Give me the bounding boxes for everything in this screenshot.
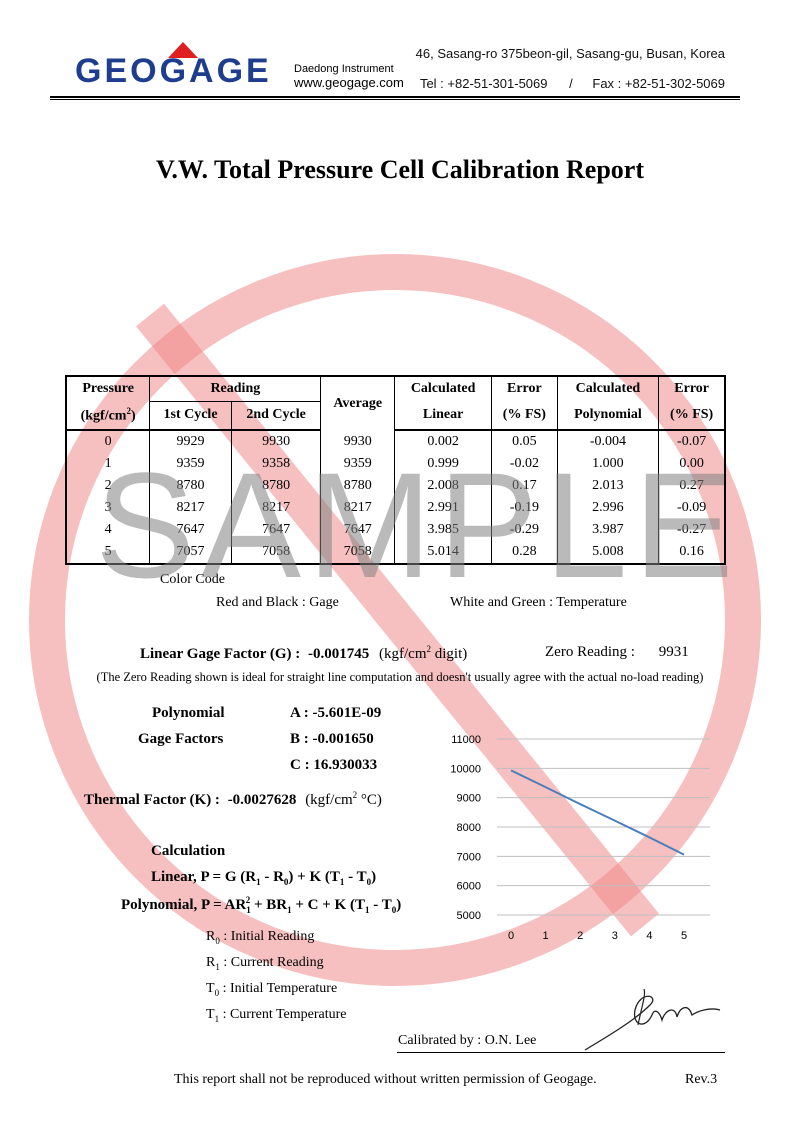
gage-factor-value: -0.001745 [308,646,370,662]
y-tick-label: 11000 [451,734,481,746]
zero-reading-value: 9931 [658,644,689,660]
logo-triangle-icon [168,42,198,58]
header-rule [50,96,740,98]
header-error-poly: Error [658,376,725,401]
company-contact: Tel : +82-51-301-5069 / Fax : +82-51-302… [420,76,725,91]
company-address: 46, Sasang-ro 375beon-gil, Sasang-gu, Bu… [415,46,725,61]
header-error-fs-1: (% FS) [491,401,558,431]
y-tick-label: 5000 [457,910,481,922]
calibrated-by: Calibrated by : O.N. Lee [398,1033,537,1048]
header-calc-linear: Calculated [394,376,492,401]
y-tick-label: 9000 [457,793,481,805]
separator: / [569,76,573,91]
gage-factor-unit: (kgf/cm2 digit) [379,644,468,662]
logo-sub-web: www.geogage.com [294,75,404,90]
x-tick-label: 3 [612,930,618,942]
legend-item: T0 : Initial Temperature [206,981,338,998]
calc-poly: Polynomial, P = AR12 + BR1 + C + K (T1 -… [121,895,402,915]
header-2nd-cycle: 2nd Cycle [230,401,321,431]
thermal-factor: Thermal Factor (K) : -0.0027628 (kgf/cm2… [84,790,382,809]
fax: Fax : +82-51-302-5069 [592,76,725,91]
gage-factor-label: Linear Gage Factor (G) : [140,646,301,662]
header-polynomial: Polynomial [556,401,659,431]
y-tick-label: 6000 [457,881,481,893]
header-1st-cycle: 1st Cycle [149,401,232,431]
logo-subtitle: Daedong Instrument www.geogage.com [294,63,404,89]
thermal-value: -0.0027628 [227,792,297,808]
revision: Rev.3 [685,1072,718,1087]
x-tick-label: 2 [577,930,583,942]
y-tick-label: 8000 [457,822,481,834]
linear-gage-factor: Linear Gage Factor (G) : -0.001745 (kgf/… [140,644,467,663]
legend-item: T1 : Current Temperature [206,1007,347,1024]
x-tick-label: 0 [508,930,514,942]
signature [584,988,721,1051]
poly-label-1: Polynomial [152,705,225,721]
logo-text: GEOGAGE [75,52,272,90]
logo-sub-company: Daedong Instrument [294,63,394,75]
legend-item: R1 : Current Reading [206,955,324,972]
header-rule-thin [50,99,740,100]
variable-legend: R0 : Initial Reading R1 : Current Readin… [206,929,347,1033]
header-error-linear: Error [491,376,558,401]
signature-line [397,1052,725,1053]
x-tick-label: 1 [543,930,549,942]
thermal-label: Thermal Factor (K) : [84,792,220,808]
calibration-chart: 5000 6000 7000 8000 9000 10000 11000 0 1 2 3 4 5 [450,734,710,942]
series-line [510,769,685,856]
poly-b: B : -0.001650 [290,731,374,747]
x-tick-label: 5 [681,930,687,942]
x-tick-label: 4 [646,930,652,942]
y-tick-label: 10000 [450,763,481,775]
y-tick-label: 7000 [457,851,481,863]
company-logo: GEOGAGE [75,42,290,94]
poly-c: C : 16.930033 [290,757,378,773]
header-calc-poly: Calculated [556,376,659,401]
footer-notice: This report shall not be reproduced with… [174,1072,597,1087]
zero-reading-label: Zero Reading : [545,644,635,660]
tel: Tel : +82-51-301-5069 [419,76,548,91]
legend-item: R0 : Initial Reading [206,929,315,946]
header-pressure-unit: (kgf/cm2) [66,401,150,431]
poly-label-2: Gage Factors [138,731,224,747]
zero-reading-note: (The Zero Reading shown is ideal for str… [96,670,704,684]
header-pressure: Pressure [82,381,134,396]
zero-reading: Zero Reading : 9931 [545,644,689,661]
poly-a: A : -5.601E-09 [290,705,382,721]
calc-linear: Linear, P = G (R1 - R0) + K (T1 - T0) [151,869,377,887]
thermal-unit: (kgf/cm2 °C) [305,790,382,808]
sample-watermark: SAMPLE [95,441,740,609]
header-error-fs-2: (% FS) [658,401,725,431]
page-title: V.W. Total Pressure Cell Calibration Rep… [155,155,644,184]
header-linear: Linear [394,401,492,431]
header-average: Average [320,376,395,430]
header-reading: Reading [149,376,321,402]
calc-title: Calculation [151,843,226,859]
